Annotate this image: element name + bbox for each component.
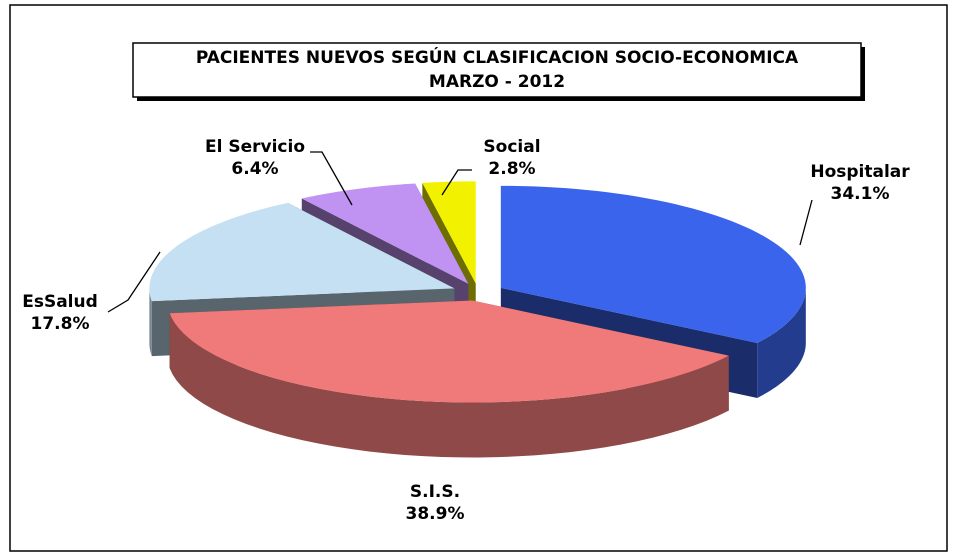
- slice-value-label: 38.9%: [406, 504, 465, 524]
- pie-slice: [422, 181, 476, 284]
- pie-slice: [301, 183, 469, 284]
- leader-line: [441, 169, 472, 196]
- pie-slice: [149, 202, 455, 302]
- slice-label: Hospitalar: [810, 162, 910, 182]
- title-box: [132, 42, 862, 98]
- pie-slice: [500, 185, 806, 344]
- slice-outer-wall: [169, 313, 729, 458]
- slice-label: El Servicio: [205, 137, 305, 157]
- slice-value-label: 6.4%: [231, 159, 278, 179]
- pie: [149, 181, 806, 458]
- slice-outer-wall: [149, 288, 152, 357]
- slice-label: Social: [483, 137, 540, 157]
- slice-outer-wall: [757, 287, 806, 399]
- leader-line: [107, 251, 161, 313]
- slice-value-label: 34.1%: [831, 184, 890, 204]
- slice-label: EsSalud: [22, 292, 98, 312]
- leader-line: [310, 151, 353, 206]
- slice-label: S.I.S.: [410, 482, 460, 502]
- chart-title: PACIENTES NUEVOS SEGÚN CLASIFICACION SOC…: [196, 46, 799, 68]
- leader-line: [799, 199, 813, 246]
- slice-value-label: 2.8%: [488, 159, 535, 179]
- chart-subtitle: MARZO - 2012: [429, 72, 565, 92]
- slice-value-label: 17.8%: [31, 314, 90, 334]
- pie-slice: [169, 300, 729, 403]
